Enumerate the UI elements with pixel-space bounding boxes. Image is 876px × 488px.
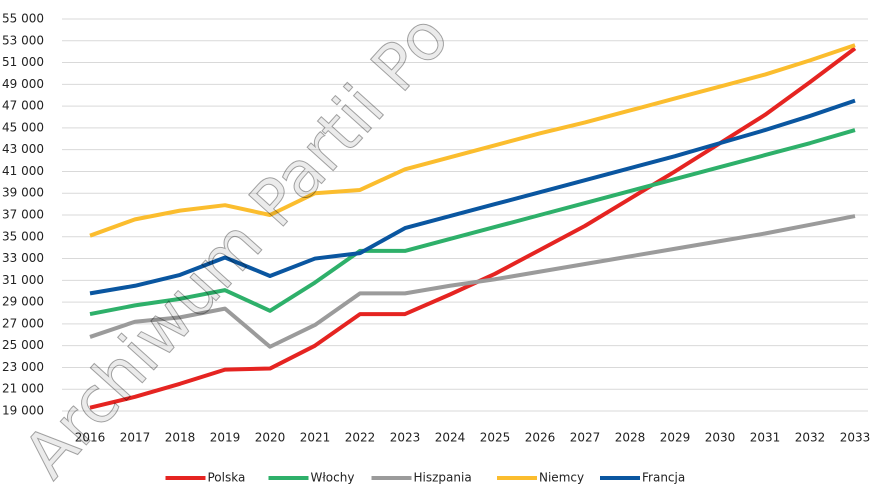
y-tick-label: 47 000 <box>2 99 44 113</box>
x-tick-label: 2019 <box>210 431 241 445</box>
legend-label: Polska <box>208 471 246 485</box>
y-tick-label: 45 000 <box>2 120 44 134</box>
legend-label: Hiszpania <box>414 471 472 485</box>
x-tick-label: 2017 <box>120 431 151 445</box>
legend-label: Włochy <box>311 471 355 485</box>
y-tick-label: 31 000 <box>2 273 44 287</box>
series-line <box>89 43 856 238</box>
y-tick-label: 51 000 <box>2 55 44 69</box>
series-line <box>89 98 856 296</box>
x-tick-label: 2022 <box>345 431 376 445</box>
y-tick-label: 35 000 <box>2 229 44 243</box>
legend-label: Francja <box>642 471 685 485</box>
x-tick-label: 2023 <box>390 431 421 445</box>
legend-label: Niemcy <box>539 471 584 485</box>
y-tick-label: 53 000 <box>2 33 44 47</box>
y-tick-label: 37 000 <box>2 208 44 222</box>
x-tick-label: 2026 <box>525 431 556 445</box>
y-tick-label: 27 000 <box>2 316 44 330</box>
y-tick-label: 49 000 <box>2 77 44 91</box>
y-tick-label: 39 000 <box>2 186 44 200</box>
series-line <box>89 214 856 349</box>
x-tick-label: 2021 <box>300 431 331 445</box>
y-tick-label: 23 000 <box>2 360 44 374</box>
x-tick-label: 2018 <box>165 431 196 445</box>
x-tick-label: 2028 <box>615 431 646 445</box>
x-tick-label: 2020 <box>255 431 286 445</box>
y-tick-label: 29 000 <box>2 295 44 309</box>
y-tick-label: 25 000 <box>2 338 44 352</box>
y-tick-label: 55 000 <box>2 12 44 26</box>
x-tick-label: 2030 <box>705 431 736 445</box>
x-tick-label: 2024 <box>435 431 466 445</box>
y-tick-label: 33 000 <box>2 251 44 265</box>
x-tick-label: 2025 <box>480 431 511 445</box>
x-tick-label: 2032 <box>795 431 826 445</box>
y-tick-label: 19 000 <box>2 404 44 418</box>
plot: 19 000 21 000 23 000 25 000 27 000 29 000 31 0… <box>2 12 870 485</box>
y-tick-label: 41 000 <box>2 164 44 178</box>
x-tick-label: 2033 <box>840 431 871 445</box>
x-tick-label: 2016 <box>75 431 106 445</box>
y-tick-label: 21 000 <box>2 382 44 396</box>
watermark: Archiwum Partii Po <box>10 0 463 488</box>
y-tick-label: 43 000 <box>2 142 44 156</box>
series-line <box>89 128 856 317</box>
x-tick-label: 2031 <box>750 431 781 445</box>
x-tick-label: 2027 <box>570 431 601 445</box>
x-tick-label: 2029 <box>660 431 691 445</box>
